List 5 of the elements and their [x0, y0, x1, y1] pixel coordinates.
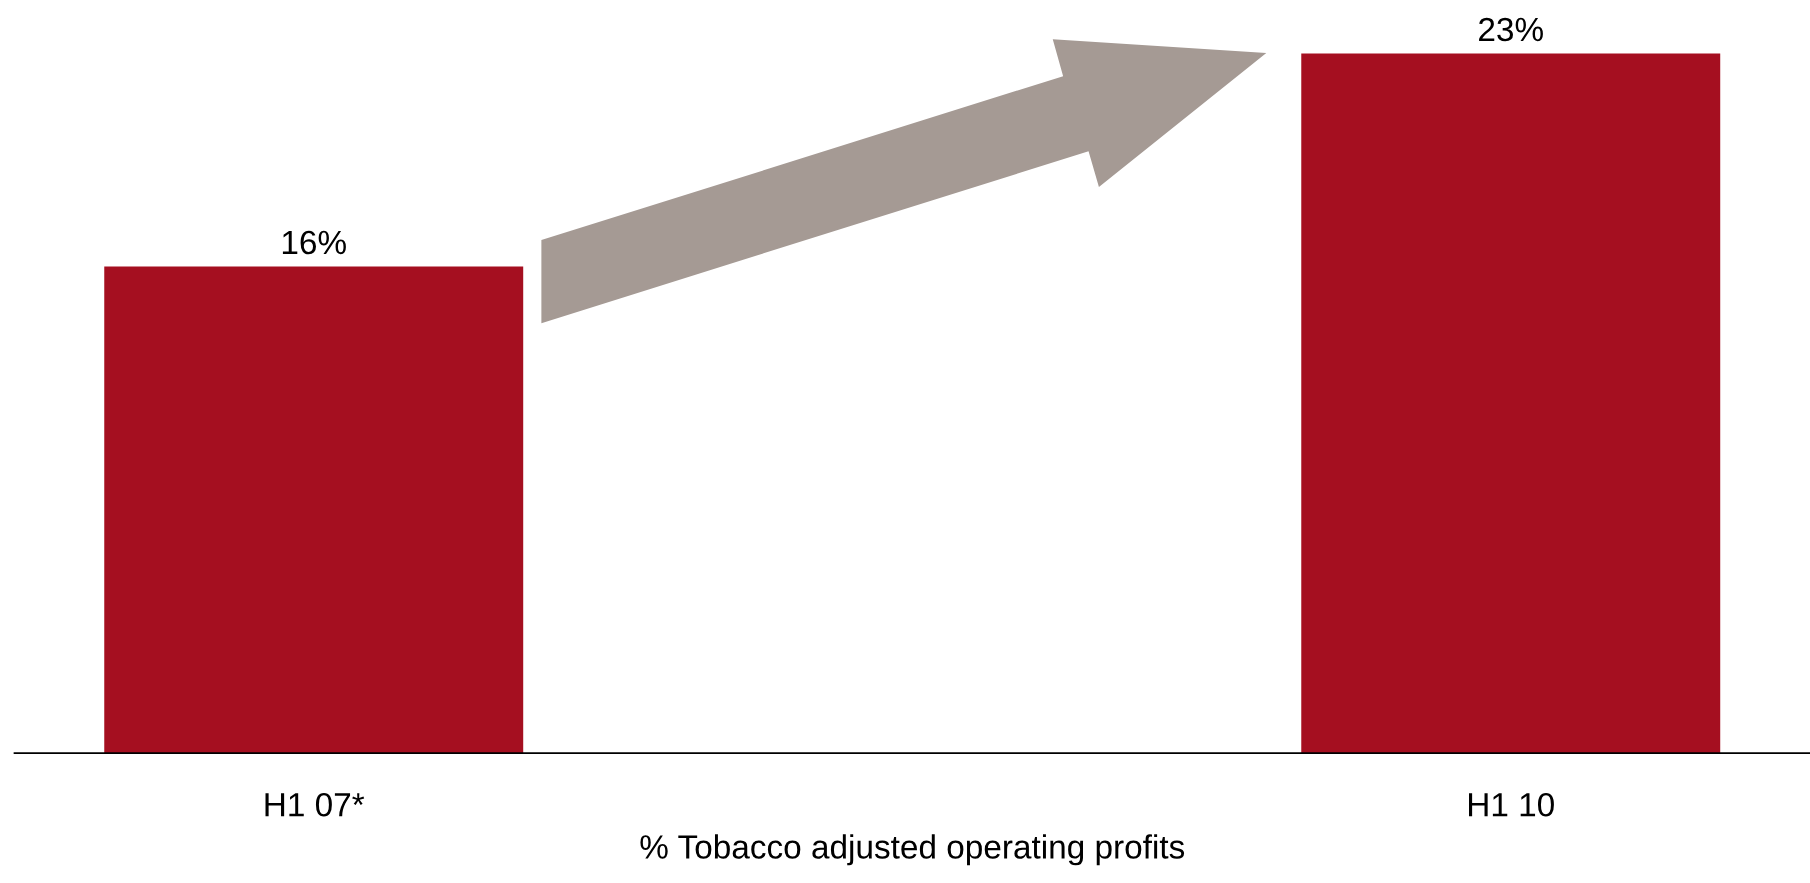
data-label: 23%	[1479, 17, 1543, 42]
x-tick-label: H1 10	[1469, 792, 1554, 817]
x-tick-label: H1 07*	[265, 792, 365, 817]
data-label: 16%	[282, 230, 346, 255]
x-axis-title: % Tobacco adjusted operating profits	[640, 834, 1185, 866]
